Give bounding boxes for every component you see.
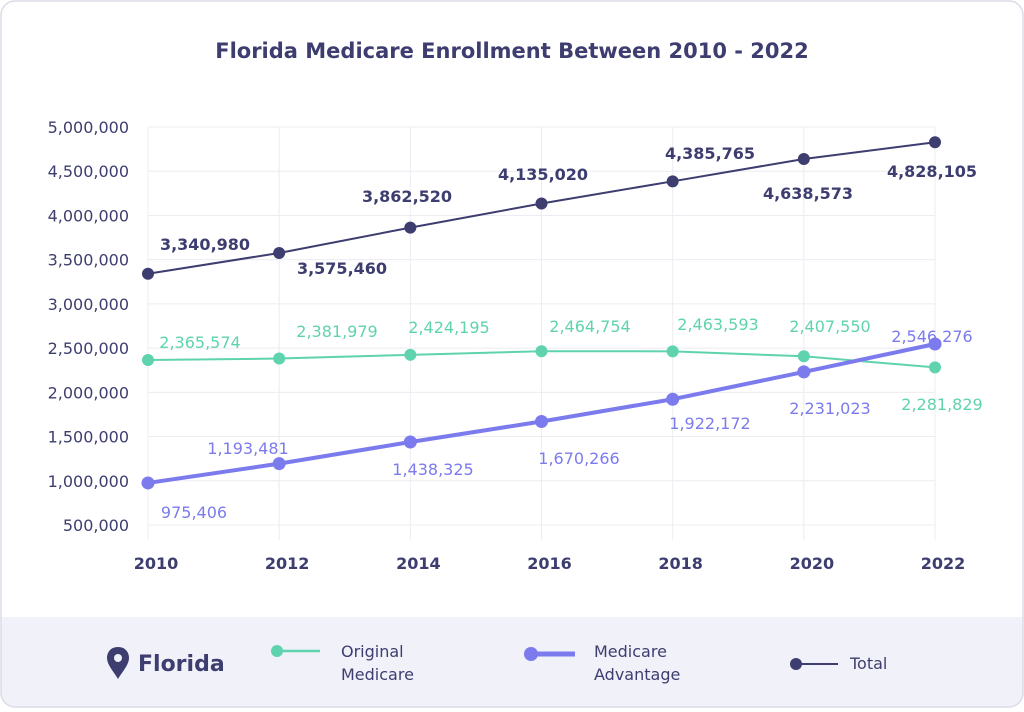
- data-point: [666, 175, 679, 188]
- data-point: [535, 345, 548, 358]
- data-point: [404, 348, 417, 361]
- legend-label: Total: [849, 654, 887, 673]
- data-point: [929, 136, 941, 149]
- data-point: [272, 457, 286, 471]
- x-tick-label: 2010: [134, 554, 179, 573]
- chart-title: Florida Medicare Enrollment Between 2010…: [215, 39, 809, 63]
- x-tick-label: 2012: [265, 554, 310, 573]
- data-label: 2,424,195: [408, 318, 489, 337]
- data-label: 2,464,754: [549, 317, 630, 336]
- data-label: 1,193,481: [207, 439, 288, 458]
- data-point: [928, 337, 942, 351]
- data-label: 2,546,276: [891, 327, 972, 346]
- data-label: 3,862,520: [362, 187, 452, 206]
- x-tick-label: 2018: [658, 554, 703, 573]
- y-tick-label: 5,000,000: [48, 118, 129, 137]
- data-label: 1,438,325: [392, 460, 473, 479]
- y-tick-label: 1,000,000: [48, 472, 129, 491]
- data-point: [666, 392, 680, 406]
- data-label: 1,922,172: [669, 414, 750, 433]
- data-point: [535, 197, 548, 210]
- legend-location: Florida: [138, 652, 225, 677]
- data-label: 2,381,979: [296, 322, 377, 341]
- data-point: [141, 476, 155, 490]
- y-tick-label: 3,000,000: [48, 295, 129, 314]
- legend-label: Advantage: [594, 665, 680, 684]
- data-label: 2,281,829: [901, 395, 982, 414]
- data-label: 1,670,266: [538, 449, 619, 468]
- x-tick-label: 2016: [527, 554, 572, 573]
- legend: Florida Original Medicare Medicare Advan…: [107, 642, 887, 684]
- data-point: [929, 361, 941, 374]
- legend-item-medicare-advantage: Medicare Advantage: [524, 642, 680, 684]
- data-point: [273, 246, 286, 259]
- legend-item-total: Total: [790, 654, 887, 673]
- data-label: 2,463,593: [677, 315, 758, 334]
- data-point: [403, 435, 417, 449]
- legend-band: [1, 617, 1023, 707]
- x-tick-label: 2014: [396, 554, 441, 573]
- legend-label: Medicare: [341, 665, 414, 684]
- data-point: [797, 365, 811, 379]
- y-tick-label: 2,500,000: [48, 339, 129, 358]
- y-tick-label: 4,500,000: [48, 162, 129, 181]
- data-point: [535, 414, 548, 428]
- map-pin-icon: [107, 647, 129, 679]
- y-tick-label: 500,000: [63, 516, 129, 535]
- data-label: 2,231,023: [789, 399, 870, 418]
- data-point: [142, 354, 154, 367]
- data-point: [273, 352, 286, 365]
- x-tick-label: 2020: [790, 554, 835, 573]
- data-label: 975,406: [161, 503, 227, 522]
- data-label: 4,828,105: [887, 162, 977, 181]
- y-tick-label: 1,500,000: [48, 428, 129, 447]
- data-point: [666, 345, 679, 358]
- y-tick-label: 2,000,000: [48, 383, 129, 402]
- data-point: [797, 152, 810, 165]
- data-label: 2,365,574: [159, 333, 240, 352]
- data-label: 3,340,980: [160, 235, 250, 254]
- x-tick-label: 2022: [921, 554, 966, 573]
- legend-item-original-medicare: Original Medicare: [271, 642, 414, 684]
- data-point: [142, 267, 154, 280]
- legend-label: Medicare: [594, 642, 667, 661]
- data-label: 2,407,550: [789, 317, 870, 336]
- data-point: [797, 350, 810, 363]
- data-label: 3,575,460: [297, 259, 387, 278]
- data-label: 4,638,573: [763, 184, 853, 203]
- y-tick-label: 3,500,000: [48, 251, 129, 270]
- data-label: 4,385,765: [665, 144, 755, 163]
- legend-label: Original: [341, 642, 404, 661]
- data-label: 4,135,020: [498, 165, 588, 184]
- data-point: [404, 221, 417, 234]
- y-tick-label: 4,000,000: [48, 206, 129, 225]
